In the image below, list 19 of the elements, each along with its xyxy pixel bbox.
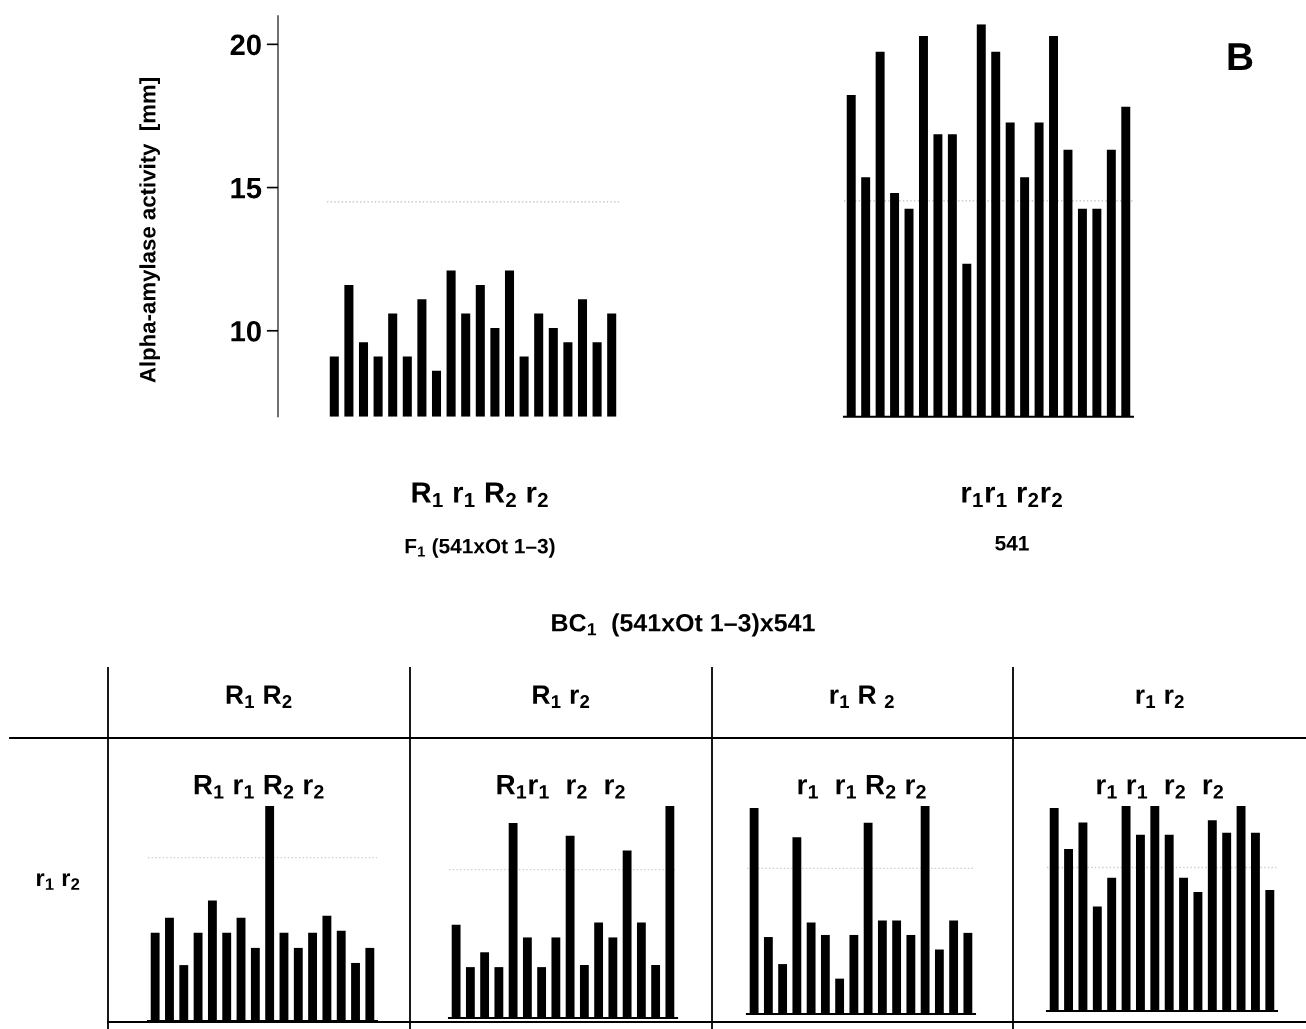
chart-title: r$_{1}$ R $_{2}$ (830, 685, 894, 708)
chart-title: R$_{1}$ R$_{2}$ (226, 685, 292, 708)
y-axis-title: Alpha-amylase activity [mm] (139, 78, 160, 383)
y-tick-label: 15 (231, 178, 262, 199)
text: B (1228, 43, 1253, 71)
chart-subtitle: R$_{1}$r$_{1}$ r$_{2}$ r$_{2}$ (497, 775, 625, 799)
chart-title: r$_{1}$ r$_{2}$ (1136, 689, 1184, 708)
text: BC$_{1}$ (541xOt 1–3)x541 (552, 613, 815, 637)
chart-subtitle: R$_{1}$ r$_{1}$ R$_{2}$ r$_{2}$ (194, 775, 324, 799)
text: 541 (995, 536, 1029, 551)
y-tick-label: 20 (230, 34, 261, 56)
chart-title: R$_{1}$ r$_{2}$ (533, 685, 590, 708)
chart-subtitle: r$_{1}$ r$_{1}$ r$_{2}$ r$_{2}$ (1097, 779, 1223, 799)
text: r$_{1}$ r$_{2}$ (37, 873, 80, 890)
x-axis-title: R$_{1}$ r$_{1}$ R$_{2}$ r$_{2}$ (412, 482, 548, 508)
x-axis-title: r$_{1}$r$_{1}$ r$_{2}$r$_{2}$ (962, 486, 1062, 508)
text: F$_{1}$ (541xOt 1–3) (405, 538, 555, 558)
y-tick-label: 10 (231, 320, 261, 342)
chart-subtitle: r$_{1}$ r$_{1}$ R$_{2}$ r$_{2}$ (798, 775, 926, 799)
